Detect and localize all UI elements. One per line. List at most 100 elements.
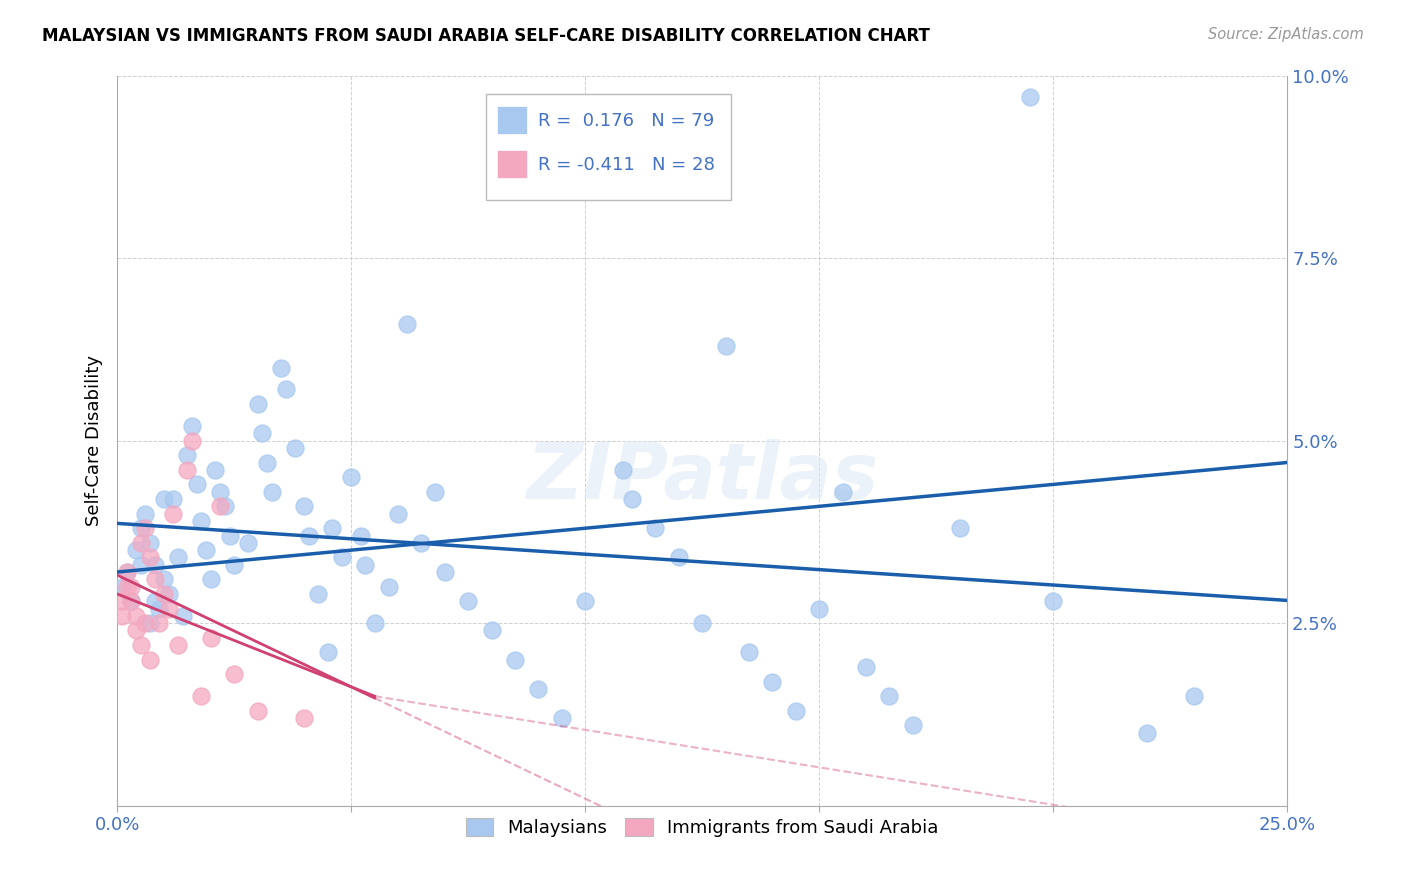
Point <box>181 434 204 448</box>
Point <box>190 689 212 703</box>
FancyBboxPatch shape <box>485 94 731 200</box>
Point <box>411 536 433 550</box>
Point <box>120 594 142 608</box>
Point <box>260 484 283 499</box>
Point <box>252 426 274 441</box>
Point <box>167 550 190 565</box>
Point <box>316 645 339 659</box>
Point <box>292 711 315 725</box>
Point <box>598 156 620 170</box>
Point <box>195 543 218 558</box>
Point <box>238 536 260 550</box>
Point <box>298 528 321 542</box>
Point <box>785 704 807 718</box>
Point <box>209 484 232 499</box>
Point <box>256 456 278 470</box>
Point <box>129 638 152 652</box>
Point <box>139 550 162 565</box>
Point <box>349 528 371 542</box>
Point <box>612 463 634 477</box>
Text: ZIPatlas: ZIPatlas <box>526 439 879 515</box>
Point <box>1136 725 1159 739</box>
Text: R =  0.176   N = 79: R = 0.176 N = 79 <box>538 112 714 130</box>
Point <box>690 616 713 631</box>
Point <box>162 491 184 506</box>
Point <box>162 507 184 521</box>
Point <box>668 550 690 565</box>
Point <box>246 397 269 411</box>
Point <box>176 463 198 477</box>
Point <box>115 565 138 579</box>
Point <box>270 360 292 375</box>
Point <box>111 594 134 608</box>
Point <box>396 317 419 331</box>
Point <box>218 528 240 542</box>
Point <box>457 594 479 608</box>
Point <box>808 601 831 615</box>
Point <box>153 491 176 506</box>
Point <box>143 572 166 586</box>
Point <box>551 711 574 725</box>
Point <box>246 704 269 718</box>
Point <box>148 601 170 615</box>
Point <box>139 616 162 631</box>
Point <box>377 580 399 594</box>
Point <box>340 470 363 484</box>
Point <box>129 536 152 550</box>
Point <box>901 718 924 732</box>
Text: MALAYSIAN VS IMMIGRANTS FROM SAUDI ARABIA SELF-CARE DISABILITY CORRELATION CHART: MALAYSIAN VS IMMIGRANTS FROM SAUDI ARABI… <box>42 27 929 45</box>
Point <box>209 500 232 514</box>
Point <box>129 521 152 535</box>
Point <box>129 558 152 572</box>
Point <box>330 550 353 565</box>
Point <box>503 653 526 667</box>
Point <box>125 608 148 623</box>
Point <box>481 624 503 638</box>
Point <box>134 616 156 631</box>
Point <box>190 514 212 528</box>
Point <box>714 339 737 353</box>
Bar <box>498 106 527 134</box>
Point <box>425 484 447 499</box>
Point <box>200 572 222 586</box>
Point <box>120 594 142 608</box>
Point <box>125 624 148 638</box>
Text: Source: ZipAtlas.com: Source: ZipAtlas.com <box>1208 27 1364 42</box>
Point <box>153 587 176 601</box>
Point <box>307 587 329 601</box>
Point <box>644 521 666 535</box>
Point <box>1182 689 1205 703</box>
Point <box>1018 90 1040 104</box>
Point <box>111 580 134 594</box>
Point <box>120 580 142 594</box>
Point <box>527 681 550 696</box>
Point <box>214 500 236 514</box>
Point <box>879 689 901 703</box>
Point <box>738 645 761 659</box>
Point <box>181 419 204 434</box>
Point <box>354 558 377 572</box>
Point <box>224 558 246 572</box>
Point <box>134 521 156 535</box>
Point <box>157 587 180 601</box>
Bar <box>498 150 527 178</box>
Point <box>111 608 134 623</box>
Point <box>172 608 194 623</box>
Point <box>115 565 138 579</box>
Point <box>274 383 297 397</box>
Point <box>143 558 166 572</box>
Point <box>363 616 385 631</box>
Y-axis label: Self-Care Disability: Self-Care Disability <box>86 355 103 526</box>
Point <box>204 463 226 477</box>
Point <box>433 565 456 579</box>
Point <box>284 441 307 455</box>
Point <box>200 631 222 645</box>
Point <box>321 521 343 535</box>
Point <box>167 638 190 652</box>
Point <box>139 653 162 667</box>
Point <box>292 500 315 514</box>
Point <box>1042 594 1064 608</box>
Point <box>148 616 170 631</box>
Point <box>831 484 853 499</box>
Point <box>224 667 246 681</box>
